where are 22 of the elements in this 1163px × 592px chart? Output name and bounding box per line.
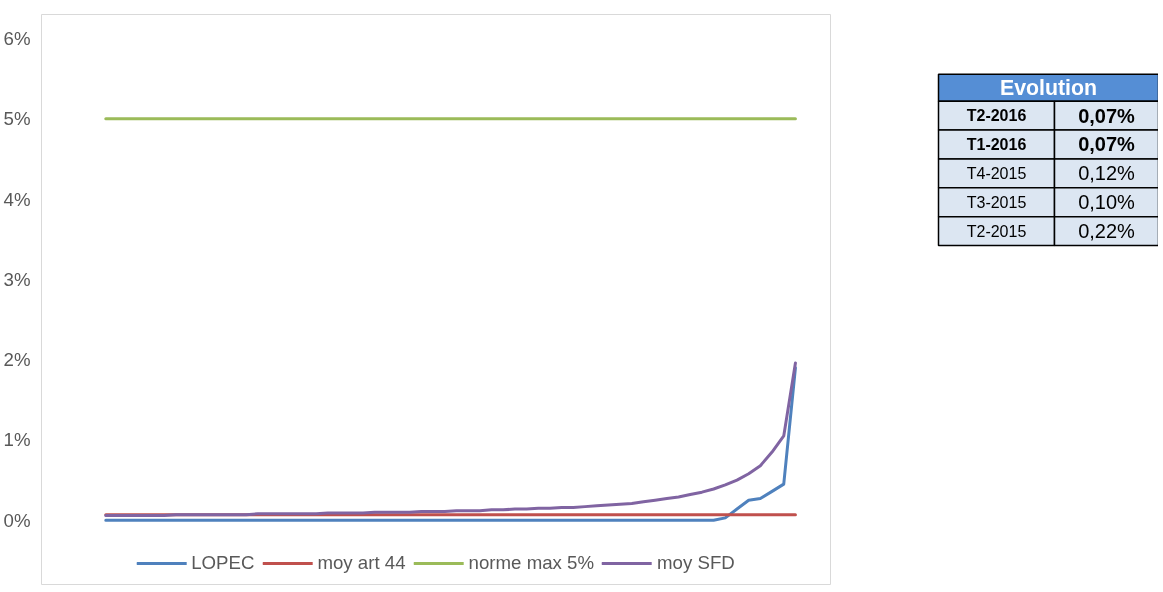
y-tick-label: 6% (3, 28, 31, 50)
legend-label: moy art 44 (317, 552, 406, 574)
text: Evolution (999, 75, 1098, 100)
text: 0,07% (1078, 133, 1136, 156)
text: 0,22% (1078, 220, 1136, 243)
y-tick-label: 4% (3, 188, 31, 210)
y-tick-label: 5% (3, 108, 31, 130)
text: T2-2016 (966, 107, 1027, 125)
text: T3-2015 (966, 193, 1027, 211)
text: 0,12% (1078, 162, 1136, 185)
y-tick-label: 1% (3, 429, 31, 451)
text: 0,07% (1078, 104, 1136, 127)
text: T4-2015 (966, 164, 1027, 182)
y-tick-label: 0% (3, 509, 31, 531)
text: T1-2016 (966, 135, 1027, 153)
text: T2-2015 (966, 222, 1027, 240)
y-tick-label: 2% (3, 349, 31, 371)
text: 0,10% (1078, 191, 1136, 214)
legend-label: norme max 5% (468, 552, 595, 574)
legend-label: moy SFD (657, 552, 735, 574)
legend-label: LOPEC (191, 552, 255, 574)
y-tick-label: 3% (3, 268, 31, 290)
